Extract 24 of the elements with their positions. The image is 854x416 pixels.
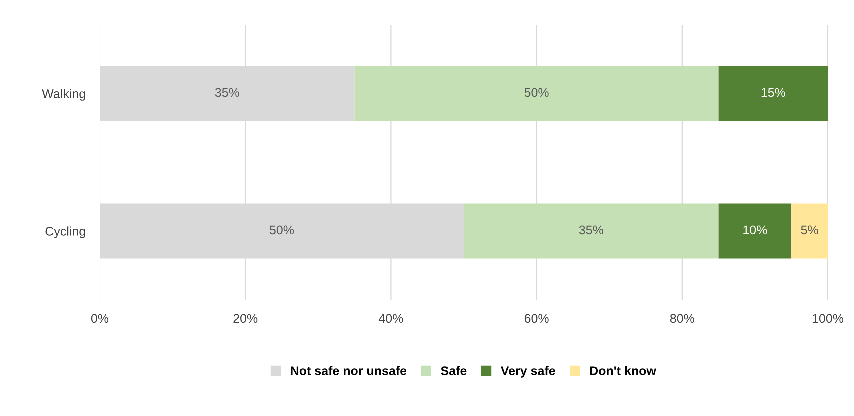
bar <box>354 66 719 122</box>
x-tick-label: 0% <box>91 314 109 324</box>
y-tick-label: Cycling <box>46 226 86 238</box>
x-tick-label: 60% <box>524 314 549 324</box>
data-label: 35% <box>579 226 604 235</box>
data-label: 10% <box>744 226 768 235</box>
x-tick-label: 40% <box>378 314 404 324</box>
data-label: 35% <box>215 88 240 98</box>
bar <box>718 204 792 259</box>
data-label: 50% <box>524 88 549 98</box>
bar <box>718 66 828 122</box>
legend-label: Very safe <box>501 366 556 378</box>
x-tick-label: 80% <box>670 314 694 324</box>
x-tick-label: 20% <box>234 314 258 324</box>
legend-label: Don't know <box>590 366 656 376</box>
legend-label: Not safe nor unsafe <box>291 366 407 376</box>
data-label: 5% <box>801 226 818 235</box>
data-label: 15% <box>762 88 786 98</box>
bar <box>792 204 828 259</box>
x-tick-label: 100% <box>812 314 844 324</box>
legend-label: Safe <box>441 366 467 376</box>
bar <box>464 204 719 259</box>
data-label: 50% <box>270 226 294 235</box>
y-tick-label: Walking <box>42 89 86 101</box>
